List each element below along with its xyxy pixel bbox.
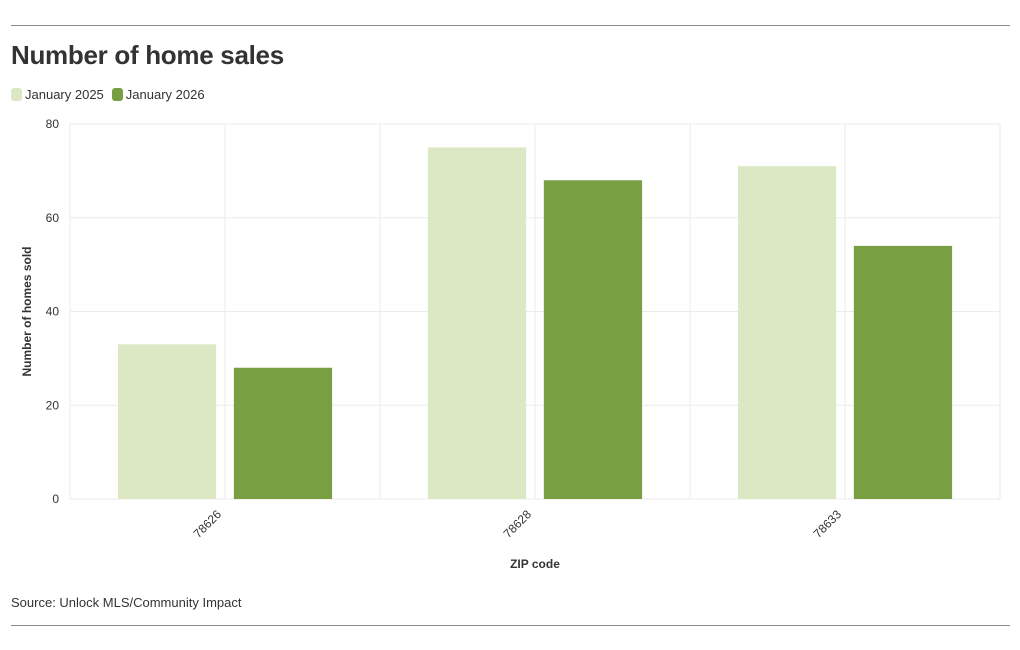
grid-lines: [69, 123, 1001, 500]
y-tick-label: 0: [52, 492, 59, 506]
legend-label-january-2025: January 2025: [25, 87, 104, 102]
y-tick-label: 80: [46, 117, 60, 131]
y-tick-label: 60: [46, 211, 60, 225]
y-tick-label: 40: [46, 305, 60, 319]
top-rule: [11, 25, 1010, 26]
legend-label-january-2026: January 2026: [125, 87, 205, 102]
legend-item-january-2026[interactable]: January 2026: [111, 87, 205, 102]
bar-january-2026-78628[interactable]: [543, 180, 643, 499]
bar-chart: 0 20 40 60 80 78626 78628 78633 ZIP code Numbe…: [20, 117, 1001, 571]
x-tick-label: 78633: [811, 507, 845, 541]
x-axis-ticks: 78626 78628 78633: [191, 507, 845, 541]
y-axis-ticks: 0 20 40 60 80: [46, 117, 60, 506]
y-tick-label: 20: [46, 398, 60, 412]
x-axis-title: ZIP code: [510, 557, 560, 571]
source-note: Source: Unlock MLS/Community Impact: [11, 595, 242, 610]
y-axis-title: Number of homes sold: [20, 246, 34, 376]
bar-january-2025-78633[interactable]: [737, 166, 837, 499]
bars: [117, 147, 953, 499]
x-tick-label: 78628: [501, 507, 535, 541]
legend-item-january-2025[interactable]: January 2025: [11, 87, 104, 102]
chart-title: Number of home sales: [11, 40, 284, 70]
bar-january-2025-78628[interactable]: [427, 147, 527, 499]
legend-swatch-january-2025: [11, 88, 22, 101]
bottom-rule: [11, 625, 1010, 626]
bar-january-2026-78626[interactable]: [233, 367, 333, 499]
legend-swatch-january-2026: [111, 88, 123, 101]
x-tick-label: 78626: [191, 507, 225, 541]
bar-january-2026-78633[interactable]: [853, 245, 953, 499]
legend: January 2025 January 2026: [11, 87, 213, 102]
bar-january-2025-78626[interactable]: [117, 344, 217, 499]
